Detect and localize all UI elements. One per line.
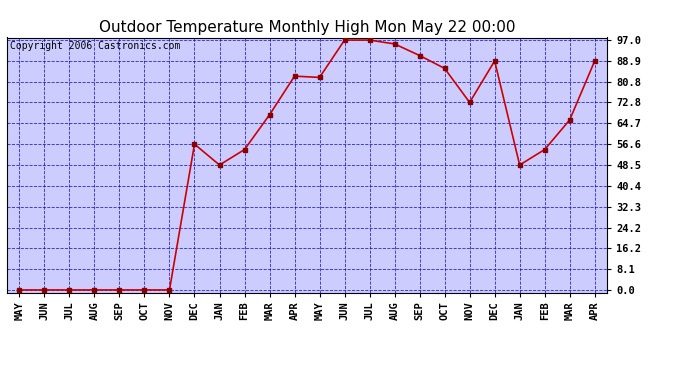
Title: Outdoor Temperature Monthly High Mon May 22 00:00: Outdoor Temperature Monthly High Mon May… (99, 20, 515, 35)
Text: Copyright 2006 Castronics.com: Copyright 2006 Castronics.com (10, 41, 180, 51)
